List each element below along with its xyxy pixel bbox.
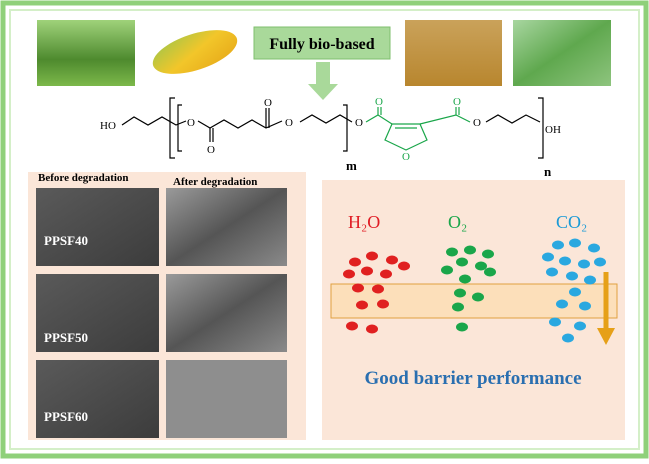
molecule [456, 322, 468, 332]
barrier-caption: Good barrier performance [364, 368, 581, 389]
molecule [594, 257, 606, 267]
molecule [356, 300, 368, 310]
molecule [566, 271, 578, 281]
gas-label: O₂ [448, 212, 467, 232]
molecule [380, 269, 392, 279]
arrow-down [308, 62, 338, 100]
molecule [361, 266, 373, 276]
molecule [542, 252, 554, 262]
gas-label: CO₂ [556, 212, 587, 232]
header-label: Fully bio-based [269, 36, 374, 53]
molecule [352, 283, 364, 293]
molecule [482, 249, 494, 259]
atom: O [453, 96, 461, 108]
repeat-outer: n [544, 164, 552, 179]
molecule [372, 284, 384, 294]
wheat-photo [405, 20, 502, 86]
molecule [569, 287, 581, 297]
molecule [549, 317, 561, 327]
molecule [377, 299, 389, 309]
atom: O [264, 97, 272, 109]
molecule [446, 247, 458, 257]
gas-label: H₂O [348, 212, 380, 232]
forest-photo [37, 20, 135, 86]
algae-photo [513, 20, 611, 86]
atom: O [355, 117, 363, 129]
molecule [343, 269, 355, 279]
atom: O [375, 96, 383, 108]
molecule [562, 333, 574, 343]
sample-label: PPSF60 [44, 409, 88, 424]
molecule [366, 324, 378, 334]
after-label: After degradation [173, 176, 257, 188]
corn-photo [152, 30, 238, 74]
molecule [546, 267, 558, 277]
atom: O [473, 117, 481, 129]
arrow-head [597, 328, 615, 345]
structure-bonds [121, 97, 544, 159]
molecule [472, 292, 484, 302]
sem-after [166, 274, 287, 352]
molecule [456, 257, 468, 267]
molecule [475, 261, 487, 271]
molecule [454, 288, 466, 298]
sem-after [166, 360, 287, 438]
molecule [346, 321, 358, 331]
sem-before [36, 188, 159, 266]
molecule [574, 321, 586, 331]
molecule [464, 245, 476, 255]
sem-after [166, 188, 287, 266]
molecule [452, 302, 464, 312]
molecule [398, 261, 410, 271]
molecule [559, 256, 571, 266]
atom: O [207, 144, 215, 156]
molecule [579, 301, 591, 311]
atom: O [285, 117, 293, 129]
atoms: HO O O O O O O O O O OH [100, 96, 561, 163]
atom: O [187, 117, 195, 129]
sample-label: PPSF40 [44, 233, 88, 248]
atom: HO [100, 120, 116, 132]
molecule [441, 265, 453, 275]
molecule [584, 275, 596, 285]
molecule [556, 299, 568, 309]
molecule [366, 251, 378, 261]
molecule [578, 259, 590, 269]
repeat-inner: m [346, 158, 357, 173]
molecule [484, 267, 496, 277]
molecule [552, 240, 564, 250]
inner-frame [9, 9, 640, 450]
molecules [343, 238, 606, 343]
molecule [569, 238, 581, 248]
molecule [459, 274, 471, 284]
sem-before [36, 274, 159, 352]
sem-before [36, 360, 159, 438]
atom: O [402, 151, 410, 163]
molecule [349, 257, 361, 267]
molecule [588, 243, 600, 253]
label-box [253, 26, 391, 60]
atom: OH [545, 124, 561, 136]
sample-label: PPSF50 [44, 330, 88, 345]
molecule [386, 255, 398, 265]
furan-bonds [365, 107, 471, 151]
before-label: Before degradation [38, 172, 129, 184]
